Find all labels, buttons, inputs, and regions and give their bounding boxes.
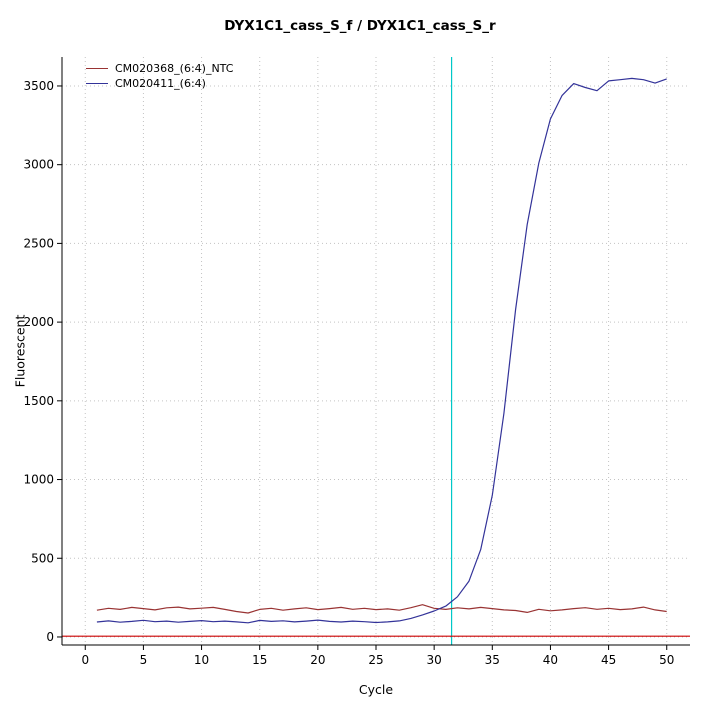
series-line-1 [96,77,667,624]
legend-item-ntc: CM020368_(6:4)_NTC [86,62,233,75]
legend-label-ntc: CM020368_(6:4)_NTC [115,62,234,75]
chart-title: DYX1C1_cass_S_f / DYX1C1_cass_S_r [224,18,496,34]
y-axis-label: Fluorescent [12,314,28,388]
y-tick-label: 2500 [23,236,54,250]
x-tick-label: 50 [659,653,674,667]
x-tick-label: 0 [81,653,89,667]
x-tick-label: 10 [194,653,209,667]
x-tick-label: 30 [427,653,442,667]
legend: CM020368_(6:4)_NTC CM020411_(6:4) [86,62,233,90]
x-tick-label: 45 [601,653,616,667]
y-tick-label: 1000 [23,473,54,487]
series-line-0 [96,604,667,614]
x-tick-label: 15 [252,653,267,667]
y-tick-label: 1500 [23,394,54,408]
x-tick-label: 40 [543,653,558,667]
x-tick-label: 25 [368,653,383,667]
y-tick-label: 3000 [23,158,54,172]
legend-label-sample: CM020411_(6:4) [115,77,206,90]
x-tick-label: 35 [485,653,500,667]
y-tick-label: 2000 [23,315,54,329]
legend-line-swatch-sample [86,83,108,84]
y-tick-label: 0 [46,630,54,644]
x-tick-label: 20 [310,653,325,667]
y-tick-label: 3500 [23,79,54,93]
x-axis-label: Cycle [358,682,394,697]
x-tick-label: 5 [140,653,148,667]
legend-line-swatch-ntc [86,68,108,69]
y-tick-label: 500 [31,551,54,565]
legend-item-sample: CM020411_(6:4) [86,77,233,90]
